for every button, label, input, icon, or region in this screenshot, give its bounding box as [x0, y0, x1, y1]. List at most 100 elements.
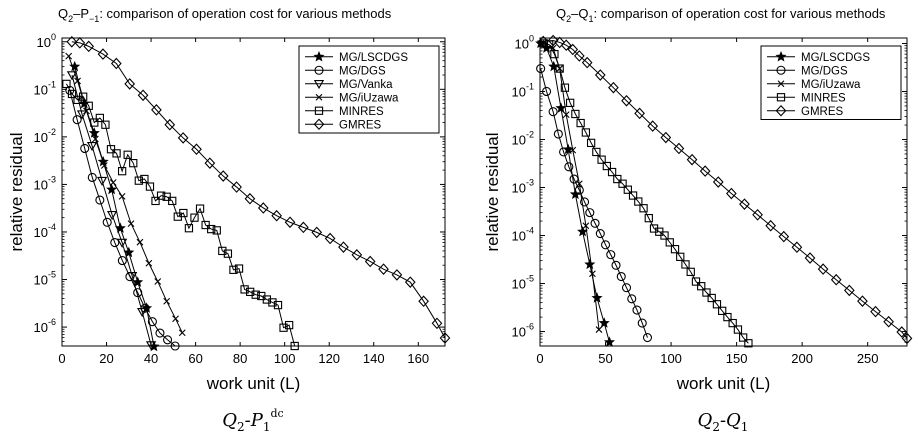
data-point [791, 241, 803, 254]
y-tick-label: 10-1 [512, 81, 534, 99]
data-point [686, 267, 695, 277]
data-point [560, 39, 572, 52]
data-point [136, 238, 144, 246]
data-point [707, 293, 716, 303]
legend-item: GMRES [305, 118, 382, 131]
data-point [582, 222, 590, 230]
data-point [74, 77, 81, 85]
y-tick-label: 10-5 [512, 274, 534, 292]
data-point [550, 49, 559, 59]
data-point [145, 182, 155, 191]
data-point [691, 277, 701, 286]
data-point [618, 179, 627, 188]
data-point [110, 57, 122, 70]
data-point [542, 86, 552, 97]
data-point [665, 238, 674, 247]
data-point [137, 308, 148, 318]
data-point [586, 138, 596, 148]
data-point [284, 216, 296, 229]
x-tick-label: 0 [536, 351, 543, 366]
y-tick-label: 10-3 [512, 178, 534, 196]
data-point [589, 270, 596, 278]
legend-label: GMRES [339, 119, 382, 131]
data-point [591, 292, 603, 303]
data-point [134, 176, 143, 185]
data-point [418, 295, 429, 308]
data-point [439, 332, 451, 344]
data-point [611, 260, 621, 270]
data-point [364, 255, 376, 268]
data-point [102, 217, 112, 227]
legend-box [298, 45, 440, 134]
x-axis-label: work unit (L) [206, 374, 301, 393]
data-point [273, 300, 283, 310]
x-tick-label: 160 [407, 351, 429, 366]
data-point [246, 287, 255, 297]
series-gmres [537, 34, 913, 345]
data-point [147, 317, 157, 327]
data-point [100, 162, 108, 169]
legend-item: MINRES [305, 106, 384, 118]
data-point [112, 149, 121, 158]
x-tick-label: 60 [188, 351, 202, 366]
data-point [592, 147, 601, 157]
data-point [606, 250, 616, 260]
data-point [896, 326, 908, 338]
legend-item: MG/Vanka [305, 79, 393, 91]
data-point [673, 142, 685, 155]
data-point [177, 132, 189, 144]
data-point [229, 265, 238, 274]
data-point [106, 183, 118, 195]
data-point [338, 241, 349, 253]
legend-item: GMRES [767, 104, 844, 118]
data-point [628, 191, 638, 200]
legend-item: MG/LSCDGS [305, 50, 408, 64]
series-mg-dgs [65, 85, 180, 351]
data-point [83, 40, 95, 53]
data-point [145, 341, 157, 351]
x-axis-label: work unit (L) [676, 374, 771, 393]
data-point [117, 167, 127, 176]
data-point [244, 192, 256, 205]
data-point [311, 226, 323, 239]
data-point [117, 256, 127, 266]
data-point [627, 294, 637, 304]
legend-marker [777, 80, 785, 88]
data-point [123, 246, 135, 258]
data-point [733, 325, 743, 334]
data-point [597, 155, 606, 164]
data-point [634, 107, 645, 120]
data-point [164, 118, 176, 131]
data-point [151, 196, 160, 206]
legend-item: MG/LSCDGS [767, 50, 870, 64]
legend-marker [315, 93, 323, 101]
data-point [80, 143, 90, 154]
data-point [580, 197, 590, 207]
data-point [290, 341, 299, 351]
data-point [686, 153, 698, 166]
chart-title: Q2–P−1: comparison of operation cost for… [58, 6, 392, 24]
data-point [154, 278, 162, 285]
data-point [670, 245, 680, 254]
data-point [613, 174, 622, 184]
data-point [739, 198, 750, 210]
data-point [623, 185, 632, 194]
data-point [883, 315, 894, 328]
data-point [553, 129, 563, 139]
data-point [86, 142, 98, 152]
x-tick-label: 200 [791, 351, 813, 366]
data-point [66, 71, 78, 81]
data-point [554, 36, 566, 49]
data-point [97, 48, 109, 60]
data-point [179, 208, 188, 218]
data-point [79, 92, 88, 101]
x-tick-label: 40 [144, 351, 158, 366]
data-point [106, 211, 118, 221]
legend-item: MG/iUzawa [305, 92, 399, 104]
series-gmres [66, 35, 451, 344]
y-tick-label: 10-1 [34, 79, 56, 97]
data-point [639, 204, 648, 213]
data-point [204, 157, 216, 169]
data-point [607, 167, 617, 177]
